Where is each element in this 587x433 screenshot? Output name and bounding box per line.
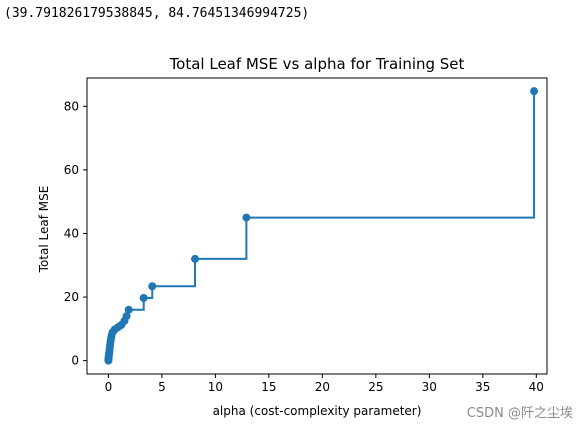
- cell-output-text: (39.791826179538845, 84.76451346994725): [4, 6, 310, 21]
- x-tick-label: 5: [158, 380, 166, 394]
- axis-ticks: 0 5 10 15 20 25 30 35 40 0 20 40 60 80: [64, 99, 544, 394]
- x-tick-label: 10: [208, 380, 223, 394]
- x-tick-label: 20: [315, 380, 330, 394]
- series-line: [107, 91, 536, 362]
- y-tick-label: 60: [64, 163, 79, 177]
- y-axis-label: Total Leaf MSE: [37, 186, 51, 274]
- chart-title: Total Leaf MSE vs alpha for Training Set: [169, 55, 465, 73]
- data-point: [530, 87, 539, 96]
- data-point: [191, 254, 200, 263]
- x-tick-label: 30: [422, 380, 437, 394]
- x-tick-label: 0: [105, 380, 113, 394]
- y-tick-label: 0: [71, 354, 79, 368]
- data-point: [139, 294, 148, 303]
- data-point: [124, 305, 133, 314]
- x-tick-label: 25: [368, 380, 383, 394]
- axes-frame: [86, 77, 548, 375]
- plot-area: [86, 77, 548, 375]
- x-tick-label: 15: [261, 380, 276, 394]
- data-point: [242, 213, 251, 222]
- data-point: [122, 312, 131, 321]
- x-tick-label: 40: [529, 380, 544, 394]
- y-tick-label: 80: [64, 99, 79, 113]
- y-tick-label: 20: [64, 290, 79, 304]
- data-point: [148, 282, 157, 291]
- x-tick-label: 35: [475, 380, 490, 394]
- y-tick-label: 40: [64, 226, 79, 240]
- watermark: CSDN @阡之尘埃: [466, 406, 573, 421]
- x-axis-label: alpha (cost-complexity parameter): [213, 404, 422, 418]
